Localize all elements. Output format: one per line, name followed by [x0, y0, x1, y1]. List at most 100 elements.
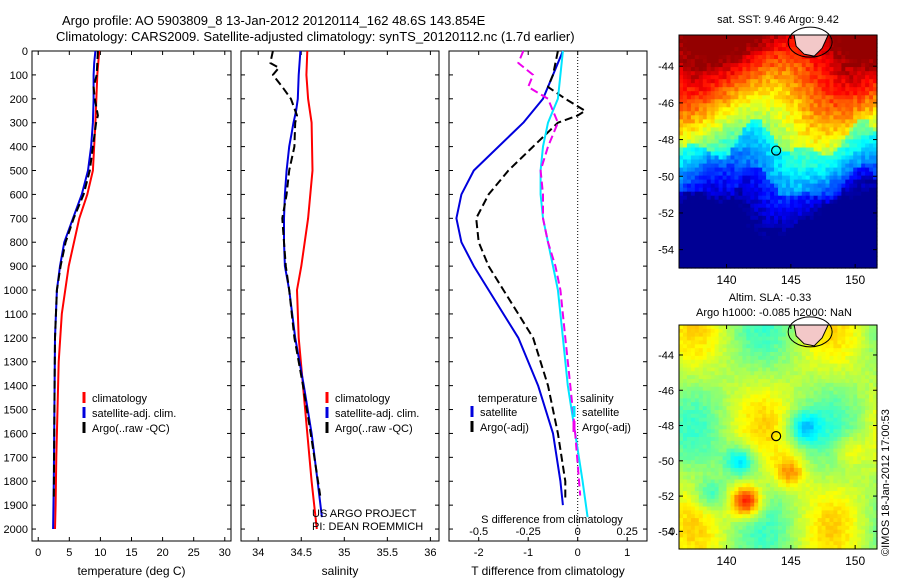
map-cell [702, 103, 708, 108]
map-cell [865, 235, 870, 241]
map-cell [782, 147, 787, 153]
map-cell [845, 99, 850, 104]
map-cell [861, 429, 866, 434]
map-cell [778, 375, 783, 380]
map-cell [706, 39, 712, 44]
map-cell [702, 99, 708, 104]
map-cell [861, 83, 866, 88]
map-cell [841, 456, 846, 461]
map-cell [683, 433, 688, 438]
map-cell [853, 115, 858, 120]
map-cell [690, 251, 696, 257]
map-cell [805, 227, 811, 233]
map-cell [869, 203, 874, 209]
map-cell [754, 215, 759, 221]
map-cell [825, 67, 831, 72]
map-cell [857, 163, 862, 169]
map-cell [770, 35, 775, 40]
map-cell [738, 79, 743, 84]
map-cell [766, 231, 771, 237]
map-cell [766, 375, 771, 380]
map-cell [714, 79, 720, 84]
map-cell [829, 352, 835, 357]
map-cell [694, 413, 700, 419]
map-cell [683, 382, 688, 388]
map-cell [702, 417, 708, 423]
map-cell [734, 75, 739, 80]
map-cell [825, 336, 831, 342]
map-cell [746, 143, 751, 149]
map-cell [718, 371, 724, 376]
map-cell [809, 444, 815, 450]
map-cell [797, 367, 803, 372]
map-cell [813, 135, 819, 140]
map-cell [714, 243, 720, 249]
map-cell [833, 131, 838, 136]
map-cell [710, 99, 716, 104]
map-cell [845, 371, 850, 376]
map-cell [809, 107, 815, 112]
map-cell [766, 131, 771, 136]
map-cell [683, 107, 688, 112]
map-cell [833, 336, 838, 342]
legend-label: climatology [335, 393, 391, 405]
map-cell [714, 386, 720, 392]
map-cell [762, 79, 767, 84]
map-cell [841, 255, 846, 261]
map-cell [683, 207, 688, 213]
map-cell [686, 199, 692, 205]
map-cell [754, 155, 759, 161]
map-cell [770, 243, 775, 249]
map-cell [813, 359, 819, 365]
map-cell [789, 39, 795, 44]
map-cell [857, 199, 862, 205]
map-cell [869, 379, 874, 384]
map-cell [722, 421, 728, 427]
map-cell [865, 410, 870, 415]
map-cell [722, 352, 728, 357]
map-cell [865, 437, 870, 442]
map-cell [738, 382, 743, 388]
map-cell [801, 437, 807, 442]
map-cell [770, 119, 775, 124]
map-cell [865, 371, 870, 376]
map-cell [722, 179, 728, 185]
map-cell [829, 413, 835, 419]
map-cell [722, 382, 728, 388]
map-cell [789, 348, 795, 353]
map-cell [857, 437, 862, 442]
map-cell [801, 243, 807, 249]
map-cell [861, 363, 866, 369]
map-cell [785, 131, 791, 136]
map-cell [714, 332, 720, 338]
map-cell [694, 171, 700, 177]
map-cell [809, 406, 815, 411]
map-cell [805, 59, 811, 64]
map-cell [770, 452, 775, 457]
map-cell [722, 444, 728, 450]
map-cell [825, 223, 831, 229]
map-cell [853, 413, 858, 419]
map-cell [690, 75, 696, 80]
map-cell [754, 352, 759, 357]
map-cell [746, 460, 751, 465]
map-cell [821, 211, 827, 217]
map-cell [797, 386, 803, 392]
map-cell [714, 227, 720, 233]
map-cell [873, 43, 878, 48]
map-cell [690, 344, 696, 349]
map-cell [714, 35, 720, 40]
map-cell [841, 187, 846, 193]
map-cell [742, 340, 747, 345]
s-diff-tick-label: 0.25 [616, 526, 637, 538]
map-cell [679, 215, 684, 221]
map-cell [726, 375, 732, 380]
map-cell [754, 179, 759, 185]
map-cell [742, 344, 747, 349]
map-cell [734, 239, 739, 245]
map-cell [809, 352, 815, 357]
map-cell [762, 151, 767, 157]
map-cell [754, 440, 759, 446]
map-cell [706, 91, 712, 96]
map-cell [714, 367, 720, 372]
